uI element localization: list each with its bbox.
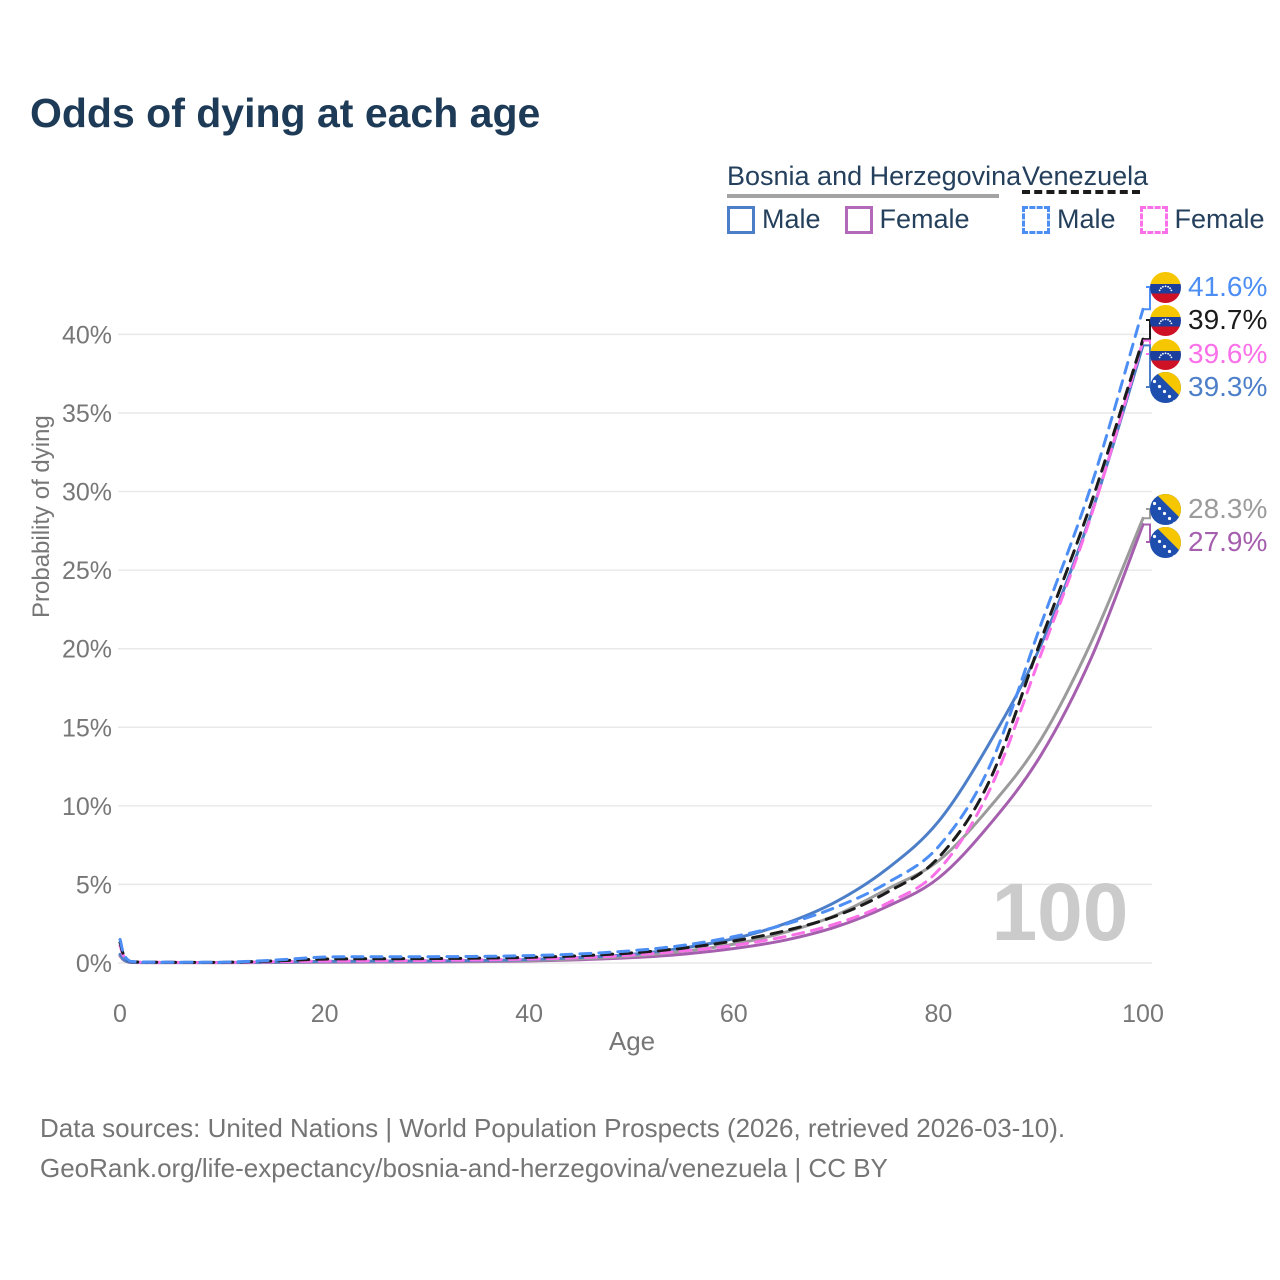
x-tick-label: 40 [515,1000,543,1028]
legend-item-label: Male [762,204,821,234]
footer-data-sources: Data sources: United Nations | World Pop… [40,1113,1066,1143]
label-connector [1143,319,1151,341]
series-line-venezuela-total [118,337,1145,964]
end-label-39.6: 39.6% [1150,337,1267,371]
end-label-value: 39.3% [1188,371,1268,402]
end-label-28.3: 28.3% [1150,492,1267,526]
end-label-41.6: 41.6% [1150,270,1267,304]
bosnia-male-swatch-icon [727,205,755,234]
y-tick-label: 5% [76,871,112,899]
legend-rule-venezuela-dashed [1022,190,1140,194]
venezuela-flag-icon [1150,271,1181,303]
legend-row-bosnia: Male Female [727,204,970,235]
end-label-27.9: 27.9% [1150,525,1267,559]
venezuela-female-swatch-icon [1139,205,1168,234]
y-tick-label: 15% [62,714,112,742]
x-axis-title: Age [608,1026,656,1056]
age-counter-watermark: 100 [992,867,1129,958]
x-tick-label: 100 [1122,1000,1164,1028]
page-title: Odds of dying at each age [30,90,541,136]
x-tick-label: 60 [720,1000,748,1028]
y-tick-label: 20% [62,636,112,664]
x-tick-label: 80 [924,1000,952,1028]
end-label-value: 27.9% [1188,526,1268,557]
bosnia-female-swatch-icon [844,205,873,234]
label-connector [1143,508,1151,520]
label-connector [1143,344,1151,388]
venezuela-male-swatch-icon [1022,205,1050,234]
x-tick-label: 20 [311,1000,339,1028]
legend-item-label: Female [879,204,970,234]
y-tick-label: 25% [62,557,112,585]
label-connector [1143,339,1151,355]
y-tick-label: 0% [76,950,112,978]
y-tick-label: 30% [62,479,112,507]
label-connector [1143,523,1151,543]
legend-rule-bosnia-solid [727,194,999,198]
end-label-39.7: 39.7% [1150,303,1267,337]
label-connector [1143,286,1151,311]
end-label-value: 39.7% [1188,304,1268,335]
bosnia-flag-icon [1150,493,1181,525]
legend-item-label: Male [1057,204,1116,234]
footer: Data sources: United Nations | World Pop… [40,1108,1065,1189]
legend-item-venezuela-male[interactable]: Male [1022,204,1116,235]
legend-item-bosnia-male[interactable]: Male [727,204,821,235]
legend-country-venezuela: Venezuela [1022,161,1149,191]
venezuela-flag-icon [1150,338,1181,370]
bosnia-flag-icon [1150,371,1181,403]
series-line-bosnia-and-herzegovina-male [118,343,1145,965]
footer-attribution: GeoRank.org/life-expectancy/bosnia-and-h… [40,1153,888,1184]
end-label-value: 39.6% [1188,338,1268,369]
legend-row-venezuela: Male Female [1022,204,1265,235]
end-label-39.3: 39.3% [1150,370,1267,404]
series-line-venezuela-female [118,339,1145,965]
series-line-venezuela-male [118,307,1145,964]
legend-item-label: Female [1174,204,1265,234]
y-tick-label: 10% [62,793,112,821]
bosnia-flag-icon [1150,526,1181,558]
end-label-value: 41.6% [1188,271,1268,302]
legend-item-venezuela-female[interactable]: Female [1139,204,1265,235]
y-tick-label: 40% [62,321,112,349]
venezuela-flag-icon [1150,304,1181,336]
legend-item-bosnia-female[interactable]: Female [844,204,970,235]
end-label-value: 28.3% [1188,493,1268,524]
y-tick-label: 35% [62,400,112,428]
legend-country-bosnia: Bosnia and Herzegovina [727,161,1022,191]
x-tick-label: 0 [113,1000,127,1028]
